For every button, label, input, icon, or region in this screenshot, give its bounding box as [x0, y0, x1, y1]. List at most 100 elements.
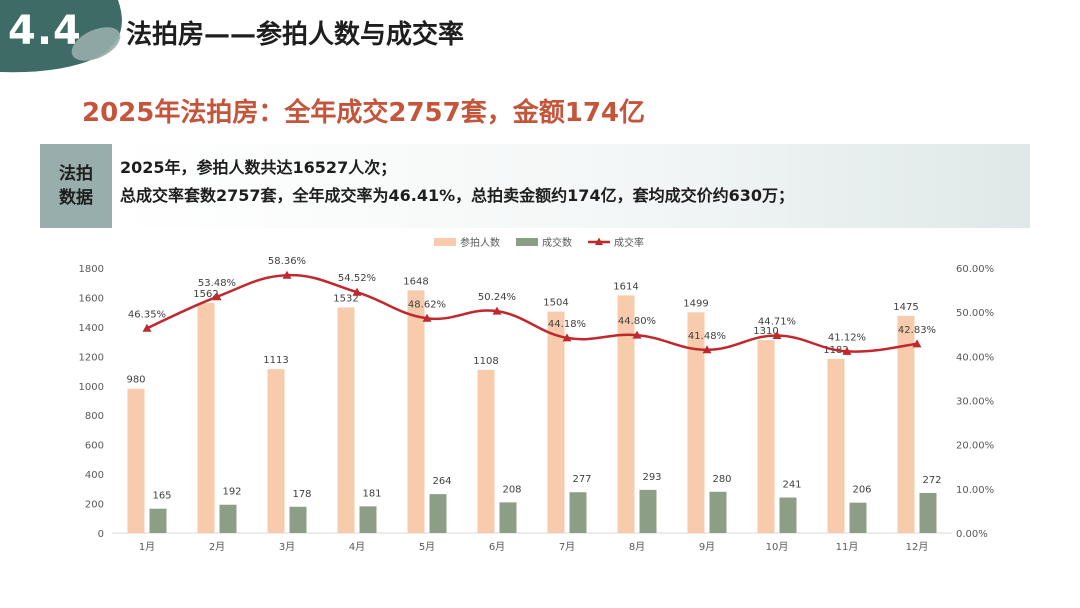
legend-label-deals: 成交数	[542, 236, 572, 249]
data-label-deals: 277	[572, 474, 591, 485]
marker-rate	[562, 333, 572, 342]
x-tick-label: 12月	[906, 541, 929, 553]
marker-rate	[212, 292, 222, 301]
y-left-tick-label: 400	[85, 470, 104, 481]
data-label-participants: 1108	[473, 356, 498, 367]
marker-rate	[772, 331, 782, 340]
y-left-tick-label: 1600	[79, 293, 104, 304]
x-tick-label: 9月	[699, 541, 715, 553]
legend-label-participants: 参拍人数	[460, 236, 500, 249]
bar-deals	[569, 492, 587, 533]
y-left-tick-label: 1800	[79, 264, 104, 275]
x-tick-label: 11月	[836, 541, 859, 553]
bar-deals	[919, 492, 937, 533]
data-label-deals: 165	[152, 491, 171, 502]
y-right-tick-label: 10.00%	[956, 485, 994, 496]
data-label-rate: 44.80%	[618, 316, 656, 327]
bar-deals	[499, 502, 517, 533]
y-left-tick-label: 1200	[79, 352, 104, 363]
data-label-rate: 44.18%	[548, 319, 586, 330]
y-right-tick-label: 0.00%	[956, 529, 988, 540]
legend-swatch-deals	[516, 238, 538, 246]
data-label-rate: 54.52%	[338, 273, 376, 284]
y-right-tick-label: 60.00%	[956, 264, 994, 275]
y-left-tick-label: 1000	[79, 382, 104, 393]
bar-deals	[429, 494, 447, 533]
data-label-participants: 1504	[543, 298, 568, 309]
data-label-participants: 1562	[193, 289, 218, 300]
data-label-participants: 980	[126, 375, 145, 386]
bar-deals	[219, 504, 237, 533]
section-title: 法拍房——参拍人数与成交率	[126, 20, 465, 50]
section-number: 4.4	[8, 8, 82, 54]
data-label-participants: 1475	[893, 302, 918, 313]
data-label-deals: 293	[642, 472, 661, 483]
y-right-tick-label: 30.00%	[956, 397, 994, 408]
bar-participants	[477, 369, 495, 533]
marker-rate	[282, 270, 292, 279]
bar-deals	[849, 502, 867, 533]
y-left-tick-label: 200	[85, 500, 104, 511]
bar-participants	[617, 295, 635, 533]
x-tick-label: 10月	[766, 541, 789, 553]
y-right-tick-label: 40.00%	[956, 352, 994, 363]
y-right-tick-label: 50.00%	[956, 308, 994, 319]
marker-rate	[702, 345, 712, 354]
marker-rate	[422, 313, 432, 322]
bar-participants	[407, 290, 425, 533]
bar-deals	[779, 497, 797, 533]
info-line-2: 总成交率套数2757套，全年成交率为46.41%，总拍卖金额约174亿，套均成交…	[120, 186, 794, 205]
y-left-tick-label: 0	[98, 529, 104, 540]
y-right-tick-label: 20.00%	[956, 441, 994, 452]
marker-rate	[632, 330, 642, 339]
data-label-rate: 50.24%	[478, 292, 516, 303]
info-box: 2025年，参拍人数共达16527人次； 总成交率套数2757套，全年成交率为4…	[112, 144, 1030, 228]
combo-chart: 0 200 400 600 800 1000 1200 1400 1600 1800 0.00% 10…	[79, 236, 995, 553]
data-label-participants: 1499	[683, 298, 708, 309]
data-label-rate: 53.48%	[198, 278, 236, 289]
data-label-deals: 178	[292, 489, 311, 500]
bar-participants	[197, 303, 215, 533]
data-label-rate: 41.12%	[828, 332, 866, 343]
data-label-rate: 44.71%	[758, 317, 796, 328]
data-label-participants: 1532	[333, 293, 358, 304]
x-tick-label: 5月	[419, 541, 435, 553]
bar-deals	[709, 491, 727, 533]
data-label-rate: 58.36%	[268, 256, 306, 267]
bar-participants	[757, 340, 775, 533]
legend-swatch-participants	[434, 238, 456, 246]
bar-participants	[687, 312, 705, 533]
data-label-deals: 206	[852, 485, 871, 496]
data-label-deals: 264	[432, 476, 451, 487]
data-label-deals: 192	[222, 487, 241, 498]
data-label-rate: 42.83%	[898, 325, 936, 336]
data-label-deals: 241	[782, 480, 801, 491]
y-left-tick-label: 1400	[79, 323, 104, 334]
legend-marker-rate	[595, 237, 603, 245]
data-label-rate: 41.48%	[688, 331, 726, 342]
y-left-tick-label: 600	[85, 441, 104, 452]
headline: 2025年法拍房：全年成交2757套，金额174亿	[82, 98, 645, 128]
bar-participants	[337, 307, 355, 533]
x-tick-label: 6月	[489, 541, 505, 553]
x-tick-label: 4月	[349, 541, 365, 553]
data-label-participants: 1310	[753, 326, 778, 337]
x-tick-label: 2月	[209, 541, 225, 553]
data-label-deals: 280	[712, 474, 731, 485]
bar-participants	[827, 358, 845, 533]
bar-participants	[547, 311, 565, 533]
marker-rate	[492, 306, 502, 315]
x-tick-label: 7月	[559, 541, 575, 553]
line-rate	[146, 273, 918, 353]
data-label-rate: 46.35%	[128, 309, 166, 320]
y-left-tick-label: 800	[85, 411, 104, 422]
data-label-participants: 1113	[263, 355, 288, 366]
marker-rate	[912, 339, 922, 348]
data-label-deals: 272	[922, 475, 941, 486]
data-label-deals: 181	[362, 488, 381, 499]
x-tick-label: 3月	[279, 541, 295, 553]
marker-rate	[142, 323, 152, 332]
bar-participants	[267, 369, 285, 533]
corner-decoration	[0, 0, 122, 73]
marker-rate	[842, 346, 852, 355]
